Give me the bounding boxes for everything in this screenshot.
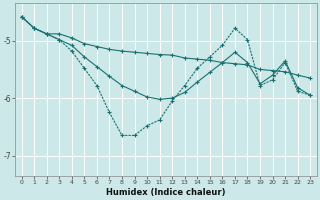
X-axis label: Humidex (Indice chaleur): Humidex (Indice chaleur) xyxy=(106,188,226,197)
